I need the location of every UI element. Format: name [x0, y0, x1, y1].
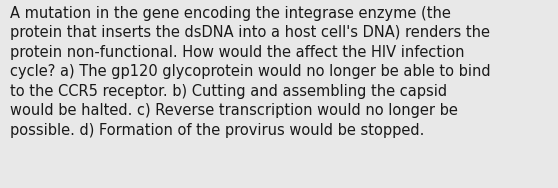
Text: A mutation in the gene encoding the integrase enzyme (the
protein that inserts t: A mutation in the gene encoding the inte… — [10, 6, 490, 138]
